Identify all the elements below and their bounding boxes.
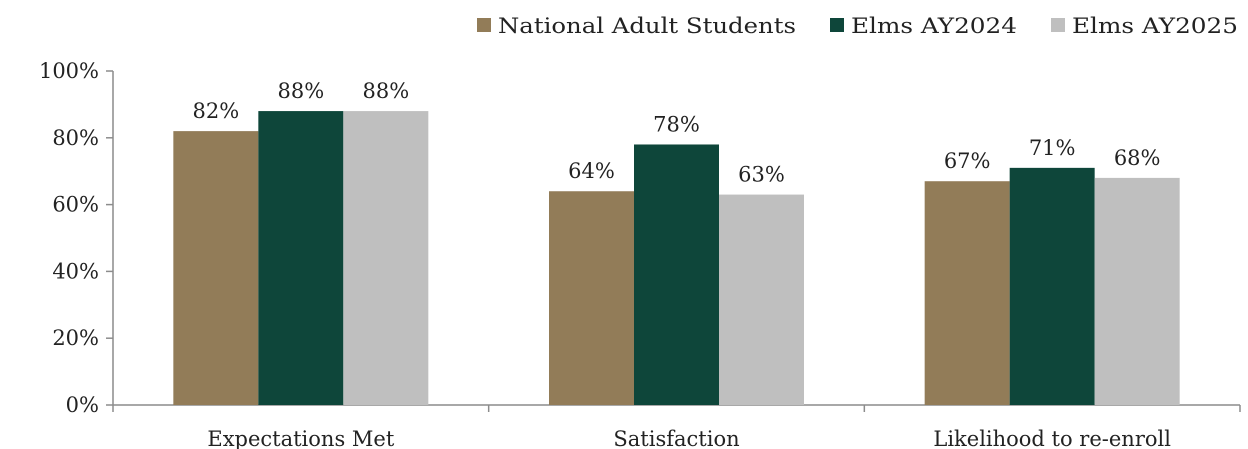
bar [343, 111, 429, 405]
y-tick-label: 80% [52, 126, 99, 150]
x-category-label: Satisfaction [613, 427, 739, 449]
data-label: 88% [362, 79, 409, 103]
x-axis: Expectations Met Satisfaction Likelihood t… [112, 404, 1241, 449]
y-axis: 0% 20% 40% 60% 80% 100% [39, 59, 114, 417]
y-tick-label: 40% [52, 259, 99, 283]
data-label: 67% [944, 149, 991, 173]
x-category-label: Likelihood to re-enroll [933, 427, 1171, 449]
y-tick-label: 0% [66, 393, 99, 417]
y-tick-label: 100% [39, 59, 99, 83]
data-label: 63% [738, 163, 785, 187]
data-labels: 82% 88% 88% 64% 78% 63% 67% 71% 68% [192, 79, 1160, 187]
legend-swatch [477, 18, 491, 32]
legend: National Adult Students Elms AY2024 Elms A… [477, 14, 1238, 38]
bar [173, 131, 259, 405]
y-tick-label: 60% [52, 193, 99, 217]
bar [258, 111, 344, 405]
x-category-label: Expectations Met [207, 427, 394, 449]
data-label: 68% [1114, 146, 1161, 170]
bars [173, 111, 1180, 406]
legend-label: National Adult Students [498, 14, 796, 38]
bar [719, 194, 804, 405]
legend-swatch [830, 18, 844, 32]
data-label: 82% [192, 99, 239, 123]
data-label: 64% [568, 159, 615, 183]
legend-label: Elms AY2025 [1072, 14, 1238, 38]
bar [1009, 167, 1095, 405]
bar [1094, 177, 1180, 405]
y-tick-label: 20% [52, 326, 99, 350]
legend-label: Elms AY2024 [851, 14, 1017, 38]
legend-swatch [1051, 18, 1065, 32]
data-label: 71% [1029, 136, 1076, 160]
bar [924, 181, 1010, 405]
data-label: 88% [277, 79, 324, 103]
bar [549, 191, 634, 405]
data-label: 78% [653, 112, 700, 136]
bar [634, 144, 719, 406]
